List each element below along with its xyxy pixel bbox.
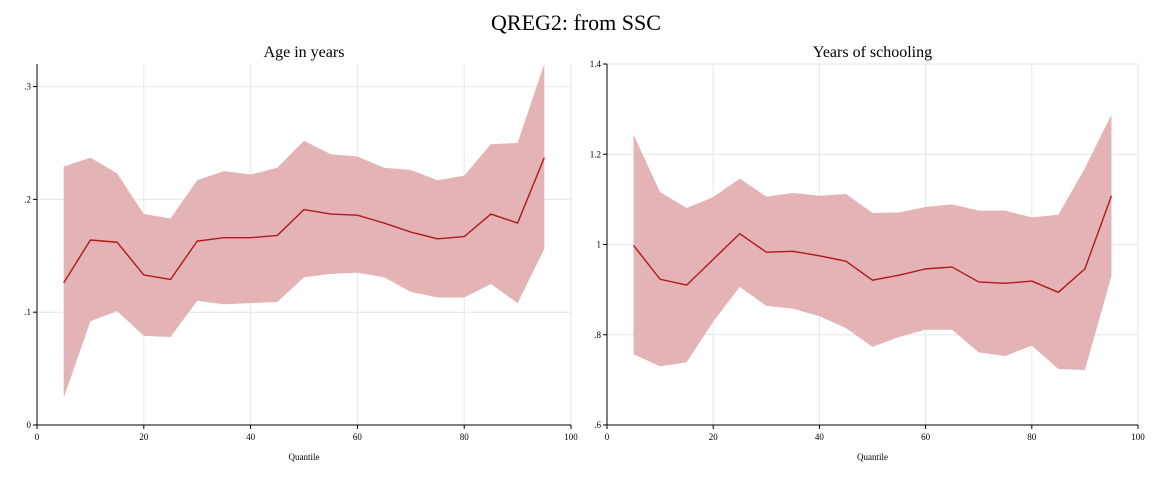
x-tick-label: 100 xyxy=(564,432,578,442)
x-tick-label: 40 xyxy=(246,432,256,442)
x-tick-label: 60 xyxy=(353,432,363,442)
x-axis-label: Quantile xyxy=(289,452,320,462)
main-title: QREG2: from SSC xyxy=(491,10,661,35)
x-tick-label: 80 xyxy=(1027,432,1037,442)
x-tick-label: 20 xyxy=(139,432,149,442)
panel-age: Age in years 0 .1 .2 .3 0 20 40 60 80 100 Quantile xyxy=(24,44,578,462)
x-tick-label: 100 xyxy=(1131,432,1145,442)
x-tick-label: 60 xyxy=(921,432,931,442)
x-tick-label: 0 xyxy=(605,432,610,442)
estimate-line xyxy=(63,157,545,284)
x-tick-label: 40 xyxy=(815,432,825,442)
x-tick-label: 20 xyxy=(709,432,719,442)
y-tick-label: .6 xyxy=(594,420,601,430)
panel-title: Age in years xyxy=(264,44,345,61)
y-tick-label: .3 xyxy=(24,82,31,92)
y-tick-label: 1 xyxy=(597,240,602,250)
confidence-band xyxy=(633,114,1112,370)
panel-title: Years of schooling xyxy=(813,44,932,61)
x-axis-label: Quantile xyxy=(857,452,888,462)
y-tick-label: 1.4 xyxy=(590,59,602,69)
x-tick-label: 80 xyxy=(460,432,470,442)
panel-schooling: Years of schooling .6 .8 1 1.2 1.4 0 20 40 60 80 10… xyxy=(590,44,1146,462)
x-tick-label: 0 xyxy=(35,432,40,442)
estimate-line xyxy=(632,195,1113,294)
y-tick-label: .2 xyxy=(24,194,31,204)
y-tick-label: .1 xyxy=(24,307,31,317)
y-tick-label: 0 xyxy=(27,420,32,430)
confidence-band xyxy=(63,64,545,398)
y-tick-label: 1.2 xyxy=(590,149,601,159)
y-tick-label: .8 xyxy=(594,330,601,340)
